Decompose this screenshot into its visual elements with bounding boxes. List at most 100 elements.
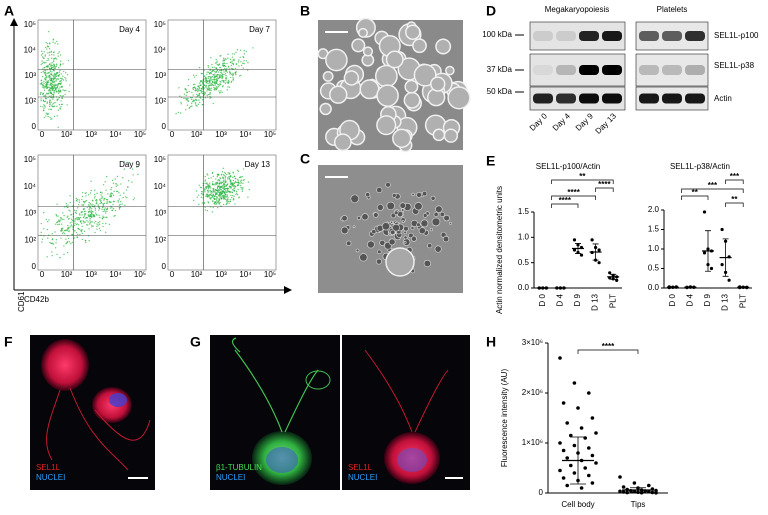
event-dot bbox=[83, 201, 85, 203]
event-dot bbox=[204, 175, 206, 178]
event-dot bbox=[82, 204, 84, 206]
event-dot bbox=[55, 242, 57, 244]
event-dot bbox=[233, 190, 236, 192]
event-dot bbox=[45, 94, 47, 96]
event-dot bbox=[53, 82, 55, 84]
event-dot bbox=[110, 196, 112, 198]
event-dot bbox=[204, 80, 206, 83]
event-dot bbox=[183, 93, 186, 95]
event-dot bbox=[241, 190, 244, 192]
cell-fragment bbox=[367, 240, 375, 249]
event-dot bbox=[67, 224, 69, 227]
event-dot bbox=[195, 103, 197, 105]
event-dot bbox=[69, 202, 71, 204]
x-tick-label: D 9 bbox=[703, 293, 712, 306]
event-dot bbox=[54, 87, 57, 89]
y-tick-label: 0.5 bbox=[518, 258, 530, 267]
event-dot bbox=[222, 176, 224, 178]
event-dot bbox=[48, 108, 50, 110]
event-dot bbox=[237, 170, 240, 173]
event-dot bbox=[226, 184, 228, 186]
event-dot bbox=[243, 178, 245, 181]
significance-bracket bbox=[551, 203, 579, 208]
event-dot bbox=[88, 194, 90, 196]
significance-bracket bbox=[725, 202, 744, 207]
x-tick-label: D 9 bbox=[573, 293, 582, 306]
event-dot bbox=[70, 225, 72, 227]
event-dot bbox=[66, 228, 68, 231]
event-dot bbox=[212, 188, 215, 191]
event-dot bbox=[45, 46, 47, 49]
event-dot bbox=[224, 82, 227, 84]
event-dot bbox=[88, 205, 90, 207]
event-dot bbox=[213, 86, 215, 89]
y-tick-label: 1.5 bbox=[518, 207, 530, 216]
event-dot bbox=[44, 77, 47, 79]
event-dot bbox=[66, 104, 68, 106]
event-dot bbox=[106, 210, 108, 213]
event-dot bbox=[91, 215, 93, 217]
event-dot bbox=[220, 198, 222, 200]
event-dot bbox=[63, 214, 65, 217]
event-dot bbox=[183, 97, 185, 99]
significance-label: **** bbox=[602, 342, 615, 351]
event-dot bbox=[204, 209, 207, 211]
event-dot bbox=[97, 204, 99, 206]
event-dot bbox=[198, 99, 200, 101]
event-dot bbox=[216, 193, 218, 195]
event-dot bbox=[227, 197, 229, 199]
event-dot bbox=[100, 197, 103, 199]
event-dot bbox=[203, 84, 206, 87]
data-point bbox=[565, 421, 569, 425]
cell-fragment bbox=[390, 220, 394, 224]
event-dot bbox=[113, 215, 115, 217]
event-dot bbox=[209, 77, 212, 80]
event-dot bbox=[101, 195, 103, 198]
event-dot bbox=[215, 88, 217, 90]
event-dot bbox=[243, 53, 246, 55]
event-dot bbox=[50, 66, 53, 68]
cell-fragment bbox=[375, 258, 382, 265]
event-dot bbox=[59, 256, 61, 259]
event-dot bbox=[224, 171, 226, 174]
y-axis-label: Fluorescence intensity (AU) bbox=[500, 369, 509, 468]
event-dot bbox=[235, 51, 237, 54]
event-dot bbox=[222, 184, 225, 186]
cell-fragment bbox=[356, 216, 361, 221]
event-dot bbox=[227, 79, 230, 82]
event-dot bbox=[126, 197, 128, 199]
cell-fragment bbox=[355, 248, 360, 253]
event-dot bbox=[108, 223, 111, 226]
event-dot bbox=[61, 232, 64, 235]
significance-bracket bbox=[551, 195, 596, 200]
cell-fragment bbox=[434, 245, 442, 253]
event-dot bbox=[217, 179, 220, 181]
event-dot bbox=[224, 185, 227, 187]
tick-label: 10² bbox=[191, 270, 203, 279]
event-dot bbox=[100, 201, 103, 204]
tick-label: 10⁵ bbox=[134, 130, 146, 139]
event-dot bbox=[198, 203, 200, 205]
event-dot bbox=[236, 49, 239, 51]
event-dot bbox=[48, 219, 50, 221]
event-dot bbox=[90, 221, 92, 223]
event-dot bbox=[219, 180, 221, 182]
event-dot bbox=[216, 197, 219, 199]
event-dot bbox=[225, 198, 227, 201]
event-dot bbox=[128, 161, 130, 164]
cell-fragment bbox=[352, 225, 356, 229]
event-dot bbox=[223, 181, 225, 183]
event-dot bbox=[59, 69, 61, 72]
cells bbox=[317, 17, 471, 153]
event-dot bbox=[69, 226, 71, 228]
event-dot bbox=[61, 86, 63, 89]
event-dot bbox=[219, 76, 222, 78]
event-dot bbox=[131, 168, 134, 170]
error-bar bbox=[705, 230, 711, 272]
cell-fragment bbox=[439, 211, 445, 217]
event-dot bbox=[84, 239, 87, 242]
event-dot bbox=[226, 195, 228, 198]
event-dot bbox=[60, 82, 63, 84]
stain-label: NUCLEI bbox=[216, 473, 245, 482]
event-dot bbox=[226, 71, 229, 73]
